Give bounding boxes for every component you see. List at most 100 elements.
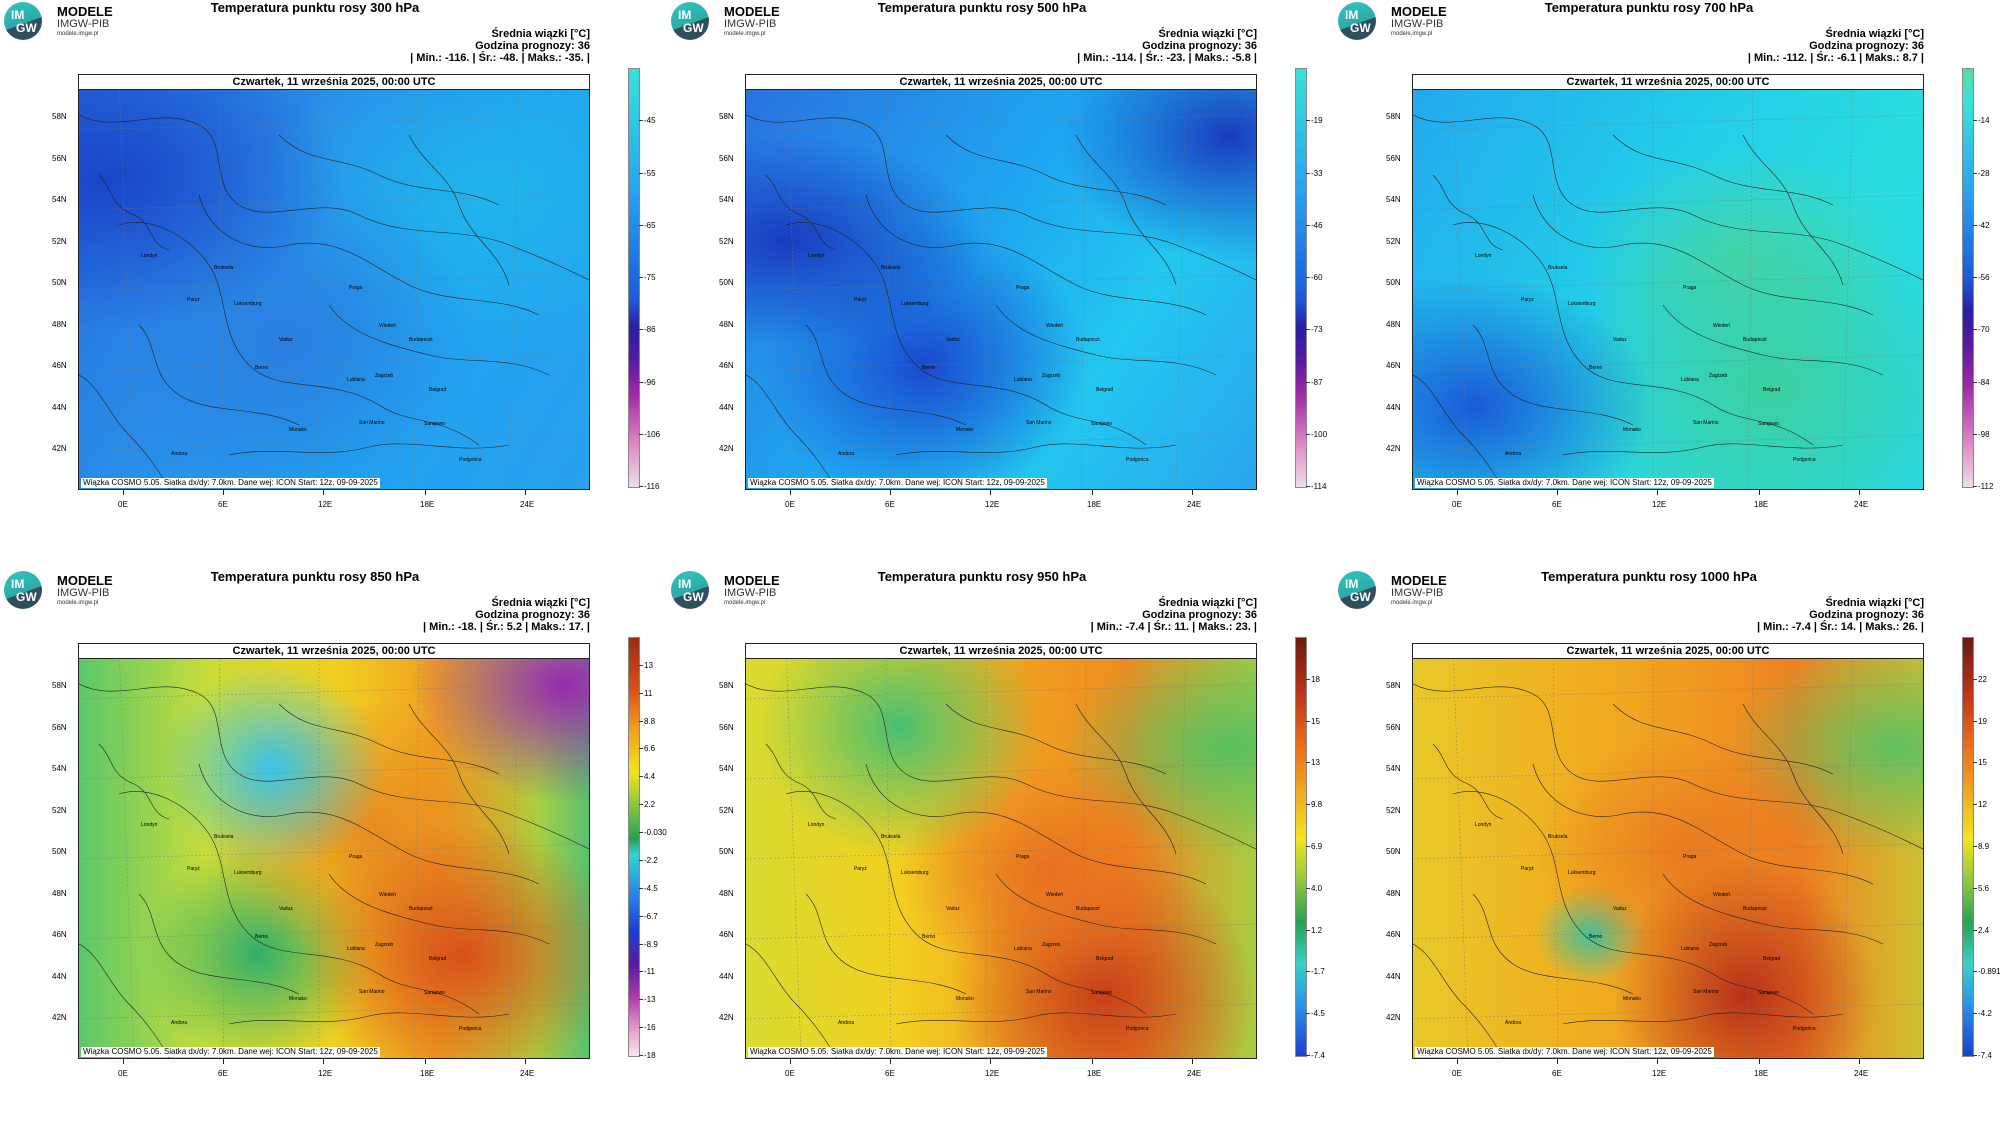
- lon-label: 18E: [1087, 500, 1102, 509]
- lon-label: 18E: [1087, 1069, 1102, 1078]
- lon-label: 6E: [1552, 1069, 1562, 1078]
- forecast-hour: Godzina prognozy: 36: [1809, 609, 1924, 621]
- logo-url[interactable]: modele.imgw.pl: [724, 31, 766, 37]
- colorbar-tick: [1973, 172, 1977, 174]
- dewpoint-map[interactable]: Czwartek, 11 września 2025, 00:00 UTC Wią…: [745, 74, 1257, 490]
- colorbar-label: -7.4: [1978, 1051, 1992, 1060]
- colorbar-tick: [639, 329, 643, 331]
- colorbar-tick: [1306, 804, 1310, 806]
- city-label: Budapeszt: [1743, 337, 1767, 343]
- logo-url[interactable]: modele.imgw.pl: [57, 600, 99, 606]
- colorbar-tick: [639, 172, 643, 174]
- colorbar-label: 5.6: [1978, 883, 1990, 893]
- city-label: Vaduz: [1613, 906, 1627, 912]
- forecast-panel: IM GW MODELE IMGW-PIB modele.imgw.pl Temperat…: [667, 0, 1334, 569]
- colorbar-label: -2.2: [644, 855, 658, 865]
- lon-label: 0E: [1452, 500, 1462, 509]
- colorbar-label: -4.5: [1311, 1009, 1325, 1019]
- city-label: San Marino: [359, 420, 385, 426]
- city-label: Andora: [171, 1020, 188, 1026]
- lon-label: 18E: [420, 500, 435, 509]
- lon-label: 24E: [1854, 1069, 1869, 1078]
- lon-tick: [123, 489, 124, 495]
- logo-subtitle: IMGW-PIB: [57, 18, 110, 30]
- imgw-logo[interactable]: IM GW MODELE IMGW-PIB modele.imgw.pl: [1338, 2, 1458, 42]
- lon-label: 6E: [218, 1069, 228, 1078]
- lat-label: 52N: [52, 236, 67, 246]
- imgw-logo[interactable]: IM GW MODELE IMGW-PIB modele.imgw.pl: [4, 2, 124, 42]
- lat-label: 42N: [719, 1013, 734, 1022]
- logo-url[interactable]: modele.imgw.pl: [724, 600, 766, 606]
- forecast-panel: IM GW MODELE IMGW-PIB modele.imgw.pl Temperat…: [667, 569, 1334, 1138]
- colorbar-label: -116: [644, 482, 660, 491]
- stats-line: | Min.: -18. | Śr.: 5.2 | Maks.: 17. |: [423, 621, 590, 633]
- valid-date: Czwartek, 11 września 2025, 00:00 UTC: [79, 75, 589, 90]
- colorbar-label: -8.9: [644, 939, 658, 949]
- dewpoint-map[interactable]: Czwartek, 11 września 2025, 00:00 UTC Wią…: [78, 643, 590, 1059]
- lon-tick: [1092, 1058, 1093, 1064]
- logo-url[interactable]: modele.imgw.pl: [1391, 31, 1433, 37]
- dewpoint-map[interactable]: Czwartek, 11 września 2025, 00:00 UTC Wią…: [78, 74, 590, 490]
- imgw-logo[interactable]: IM GW MODELE IMGW-PIB modele.imgw.pl: [671, 571, 791, 611]
- colorbar-label: -16: [644, 1023, 656, 1033]
- lat-label: 44N: [1386, 402, 1401, 412]
- colorbar-tick: [1306, 120, 1310, 122]
- dewpoint-map[interactable]: Czwartek, 11 września 2025, 00:00 UTC Wią…: [745, 643, 1257, 1059]
- lat-label: 42N: [719, 444, 734, 453]
- logo-name: MODELE: [57, 4, 113, 19]
- logo-subtitle: IMGW-PIB: [1391, 18, 1444, 30]
- city-label: Luksemburg: [901, 301, 929, 307]
- colorbar-label: -13: [644, 995, 656, 1005]
- city-label: Praga: [1016, 285, 1030, 291]
- city-label: Bruksela: [881, 834, 901, 840]
- logo-url[interactable]: modele.imgw.pl: [57, 31, 99, 37]
- panel-title: Temperatura punktu rosy 300 hPa: [210, 0, 420, 15]
- city-label: Podgorica: [1793, 457, 1816, 463]
- city-label: Belgrad: [1763, 956, 1781, 962]
- colorbar-tick: [1306, 224, 1310, 226]
- valid-date: Czwartek, 11 września 2025, 00:00 UTC: [746, 644, 1256, 659]
- lat-label: 50N: [719, 847, 734, 856]
- dewpoint-map[interactable]: Czwartek, 11 września 2025, 00:00 UTC Wią…: [1412, 74, 1924, 490]
- lon-label: 12E: [318, 1069, 333, 1078]
- colorbar-label: 13: [1311, 758, 1320, 768]
- colorbar-label: -84: [1978, 377, 1990, 387]
- colorbar-label: -18: [644, 1051, 656, 1060]
- imgw-logo[interactable]: IM GW MODELE IMGW-PIB modele.imgw.pl: [1338, 571, 1458, 611]
- logo-url[interactable]: modele.imgw.pl: [1391, 600, 1433, 606]
- colorbar: [1295, 637, 1307, 1057]
- lat-label: 46N: [52, 930, 67, 939]
- legend-title: Średnia wiązki [°C]: [1158, 28, 1257, 40]
- lon-tick: [1759, 1058, 1760, 1064]
- imgw-logo[interactable]: IM GW MODELE IMGW-PIB modele.imgw.pl: [671, 2, 791, 42]
- lat-label: 54N: [719, 195, 734, 204]
- lat-label: 46N: [1386, 361, 1401, 370]
- model-footer: Wiązka COSMO 5.05. Siatka dx/dy: 7.0km. …: [81, 1047, 380, 1057]
- city-label: Paryż: [1521, 866, 1534, 872]
- valid-date: Czwartek, 11 września 2025, 00:00 UTC: [1413, 644, 1923, 659]
- city-label: Paryż: [187, 297, 200, 303]
- city-label: Podgorica: [1126, 457, 1149, 463]
- lon-label: 24E: [1854, 500, 1869, 509]
- forecast-panel: IM GW MODELE IMGW-PIB modele.imgw.pl Temperat…: [0, 0, 667, 569]
- lat-label: 44N: [1386, 971, 1401, 981]
- city-label: Luksemburg: [234, 870, 262, 876]
- imgw-logo[interactable]: IM GW MODELE IMGW-PIB modele.imgw.pl: [4, 571, 124, 611]
- colorbar-label: -42: [1978, 220, 1990, 230]
- stats-line: | Min.: -7.4 | Śr.: 14. | Maks.: 26. |: [1757, 621, 1924, 633]
- city-label: Wiedeń: [1713, 323, 1730, 329]
- city-label: Berno: [1589, 365, 1603, 371]
- colorbar-tick: [1306, 762, 1310, 764]
- city-label: Podgorica: [459, 1026, 482, 1032]
- logo-subtitle: IMGW-PIB: [724, 587, 777, 599]
- lon-label: 18E: [1754, 500, 1769, 509]
- forecast-panel: IM GW MODELE IMGW-PIB modele.imgw.pl Temperat…: [1334, 0, 2000, 569]
- colorbar-tick: [639, 887, 643, 889]
- city-label: San Marino: [1693, 989, 1719, 995]
- colorbar-tick: [639, 720, 643, 722]
- dewpoint-map[interactable]: Czwartek, 11 września 2025, 00:00 UTC Wią…: [1412, 643, 1924, 1059]
- lat-label: 50N: [52, 847, 67, 856]
- lat-label: 58N: [719, 681, 734, 690]
- imgw-logo-icon: IM GW: [4, 2, 42, 40]
- model-footer: Wiązka COSMO 5.05. Siatka dx/dy: 7.0km. …: [1415, 478, 1714, 488]
